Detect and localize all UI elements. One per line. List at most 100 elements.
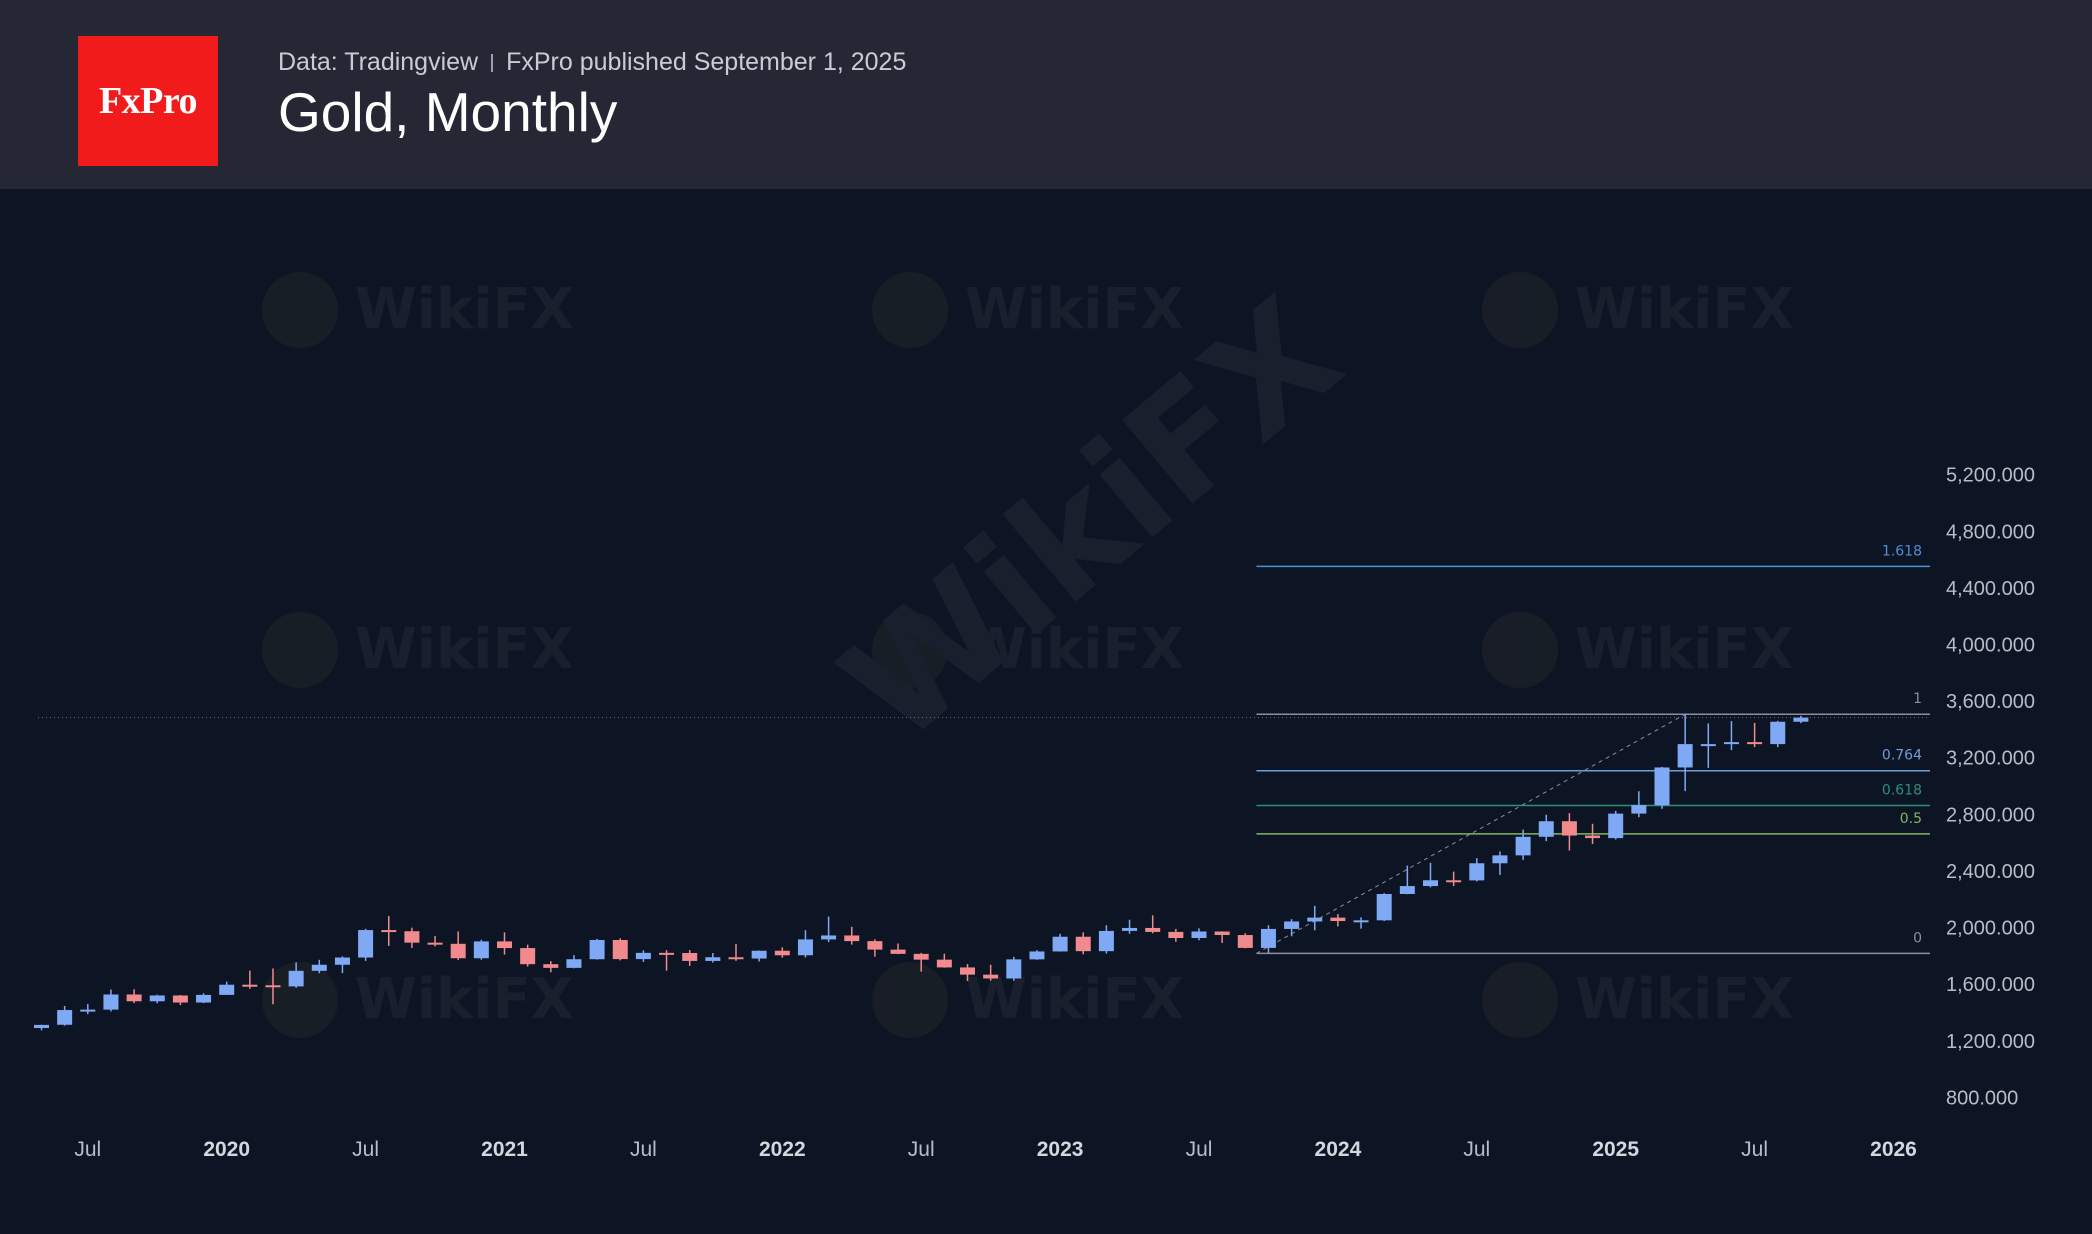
x-tick-label: Jul [74, 1138, 101, 1161]
candle-2022-07 [913, 952, 929, 972]
candle-2021-03 [543, 961, 559, 973]
candle-2020-11 [450, 931, 466, 960]
candle-2024-03 [1376, 893, 1392, 922]
candle-body [612, 939, 628, 960]
candle-body [1515, 836, 1531, 856]
candle-body [1006, 959, 1022, 979]
candle-2025-04 [1677, 714, 1693, 792]
candle-body [1098, 930, 1114, 952]
candle-body [1168, 931, 1184, 939]
candle-2025-07 [1747, 722, 1763, 748]
candle-2023-08 [1214, 931, 1230, 943]
y-tick-label: 1,200.000 [1946, 1031, 2035, 1053]
candle-2023-01 [1052, 933, 1068, 952]
candle-body [1260, 928, 1276, 948]
published-date: FxPro published September 1, 2025 [506, 48, 907, 76]
candle-body [797, 939, 813, 956]
candle-2024-12 [1585, 823, 1601, 845]
fib-label-0-618: 0.618 [1882, 783, 1922, 799]
fib-label-1: 1 [1913, 691, 1922, 707]
fib-label-0-5: 0.5 [1900, 811, 1922, 827]
candle-2019-05 [34, 1024, 49, 1031]
candle-2022-12 [1029, 950, 1045, 960]
candle-body [844, 935, 860, 942]
candle-2023-07 [1191, 928, 1207, 941]
fib-label-1-618: 1.618 [1882, 543, 1922, 559]
candle-2023-06 [1168, 928, 1184, 942]
candle-body [1747, 742, 1763, 745]
watermark-text: WikiFX [965, 967, 1184, 1032]
candle-2020-02 [242, 970, 258, 989]
x-tick-label: 2026 [1870, 1138, 1917, 1161]
candle-body [265, 985, 281, 988]
candle-body [1654, 767, 1670, 806]
candle-2020-10 [427, 936, 443, 947]
candle-2020-07 [358, 928, 374, 961]
candle-body [635, 952, 651, 960]
candle-2021-11 [728, 943, 744, 961]
candle-2023-03 [1098, 925, 1114, 954]
candle-body [659, 952, 675, 955]
x-tick-label: Jul [1463, 1138, 1490, 1161]
candle-body [473, 941, 489, 959]
candle-body [913, 953, 929, 960]
candle-body [1492, 855, 1508, 864]
candle-body [1631, 805, 1647, 814]
watermark-emblem [262, 272, 338, 348]
candle-body [1677, 744, 1693, 768]
candle-body [520, 948, 536, 965]
watermark-text: WikiFX [1575, 277, 1794, 342]
watermark-text: WikiFX [355, 617, 574, 682]
y-tick-label: 4,000.000 [1946, 634, 2035, 656]
candle-body [450, 943, 466, 959]
x-tick-label: Jul [908, 1138, 935, 1161]
watermark-text: WikiFX [965, 617, 1184, 682]
candle-body [705, 957, 721, 961]
candle-2020-08 [381, 915, 397, 946]
candle-body [751, 950, 767, 959]
candle-body [381, 930, 397, 933]
candle-body [1237, 935, 1253, 948]
y-tick-label: 2,400.000 [1946, 861, 2035, 883]
candle-2019-08 [103, 989, 119, 1012]
candle-body [890, 949, 906, 954]
candle-body [543, 964, 559, 968]
x-tick-label: 2021 [481, 1138, 528, 1161]
fib-label-0: 0 [1913, 930, 1922, 946]
chart-header: FxPro Data: Tradingview FxPro published … [0, 0, 2092, 189]
candle-body [1214, 931, 1230, 936]
watermark-text: WikiFX [355, 277, 574, 342]
candle-2022-10 [983, 964, 999, 981]
candle-2025-01 [1608, 810, 1624, 840]
x-tick-label: Jul [1741, 1138, 1768, 1161]
watermark-emblem [872, 612, 948, 688]
candle-2019-07 [80, 1003, 96, 1015]
candle-body [358, 930, 374, 958]
candle-2025-05 [1700, 723, 1716, 768]
candle-2024-10 [1538, 814, 1554, 842]
candle-2024-04 [1399, 865, 1415, 895]
candle-body [1538, 821, 1554, 837]
candle-2024-05 [1423, 862, 1438, 888]
candle-2023-09 [1237, 933, 1253, 949]
candle-2022-04 [844, 926, 860, 945]
candle-body [774, 950, 790, 956]
watermark-emblem [872, 272, 948, 348]
fxpro-logo: FxPro [78, 36, 218, 166]
fib-trend-line [1256, 713, 1686, 954]
x-tick-label: 2022 [759, 1138, 806, 1161]
candle-body [1122, 927, 1138, 931]
candle-2025-08 [1770, 720, 1786, 748]
y-tick-label: 800.000 [1946, 1087, 2018, 1109]
x-tick-label: 2020 [203, 1138, 250, 1161]
candle-body [728, 957, 744, 960]
candle-body [288, 970, 304, 987]
candle-2021-08 [659, 950, 675, 971]
chart-meta: Data: Tradingview FxPro published Septem… [278, 48, 906, 77]
candle-2024-11 [1561, 813, 1577, 851]
candle-body [219, 984, 235, 995]
watermark-text: WikiFX [965, 277, 1184, 342]
candle-body [821, 935, 837, 940]
y-tick-label: 3,600.000 [1946, 691, 2035, 713]
candle-2020-03 [265, 968, 281, 1005]
